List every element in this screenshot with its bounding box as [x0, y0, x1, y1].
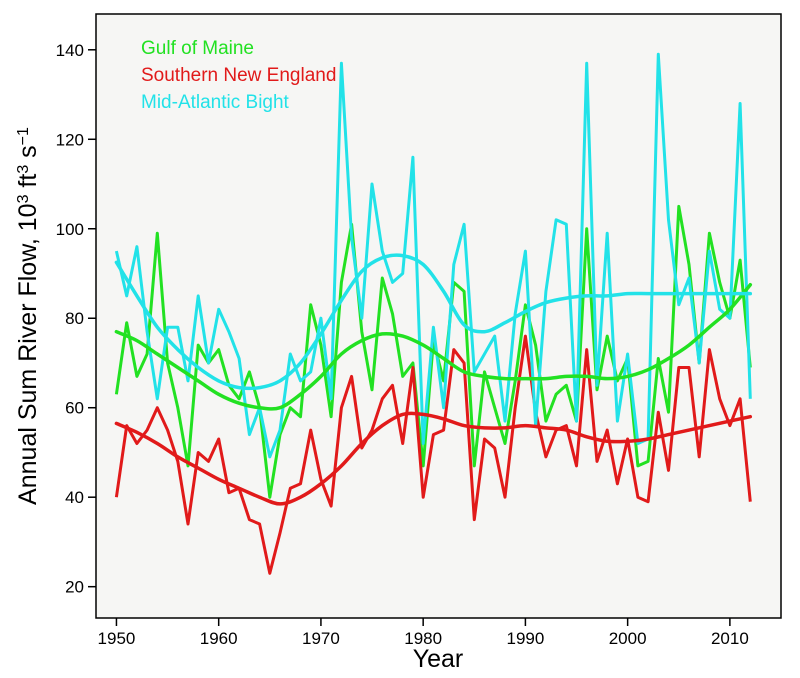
series-line-southern-new-england — [114, 334, 752, 575]
legend-entry-southern-new-england: Southern New England — [141, 65, 336, 86]
x-tick-label: 1980 — [404, 629, 442, 648]
trend-line-gulf-of-maine — [114, 282, 753, 411]
y-axis-title-mid: ft — [14, 174, 42, 195]
smoothed-series-group — [114, 253, 753, 506]
y-tick-label: 80 — [65, 309, 84, 328]
legend-entry-mid-atlantic-bight: Mid-Atlantic Bight — [141, 92, 290, 113]
x-tick-label: 1990 — [506, 629, 544, 648]
y-tick-label: 60 — [65, 399, 84, 418]
plot-frame — [95, 13, 782, 619]
x-axis: 1950 1960 1970 1980 1990 2000 2010 — [98, 618, 749, 648]
y-axis-title-main: Annual Sum River Flow, 10 — [14, 203, 42, 505]
y-axis-title-sup2: 3 — [15, 165, 32, 174]
legend-entry-gulf-of-maine: Gulf of Maine — [141, 38, 254, 59]
trend-line-mid-atlantic-bight — [114, 253, 753, 391]
x-tick-label: 1970 — [302, 629, 340, 648]
trend-line-southern-new-england — [114, 411, 753, 506]
plot-background — [96, 14, 781, 618]
y-axis-title-sup3: −1 — [15, 127, 32, 145]
legend: Gulf of Maine Southern New England Mid-Atl… — [141, 38, 336, 113]
y-axis-title: Annual Sum River Flow, 103 ft3 s−1 — [14, 127, 42, 505]
x-tick-label: 2000 — [609, 629, 647, 648]
y-tick-label: 40 — [65, 488, 84, 507]
y-tick-label: 120 — [56, 130, 84, 149]
x-tick-label: 1960 — [200, 629, 238, 648]
x-axis-title: Year — [413, 645, 464, 673]
y-axis: 20 40 60 80 100 120 140 — [56, 41, 96, 597]
y-tick-label: 100 — [56, 220, 84, 239]
y-axis-title-sup1: 3 — [15, 194, 32, 203]
y-tick-label: 140 — [56, 41, 84, 60]
y-tick-label: 20 — [65, 578, 84, 597]
x-tick-label: 1950 — [98, 629, 136, 648]
x-tick-label: 2010 — [711, 629, 749, 648]
y-axis-title-end: s — [14, 145, 42, 164]
